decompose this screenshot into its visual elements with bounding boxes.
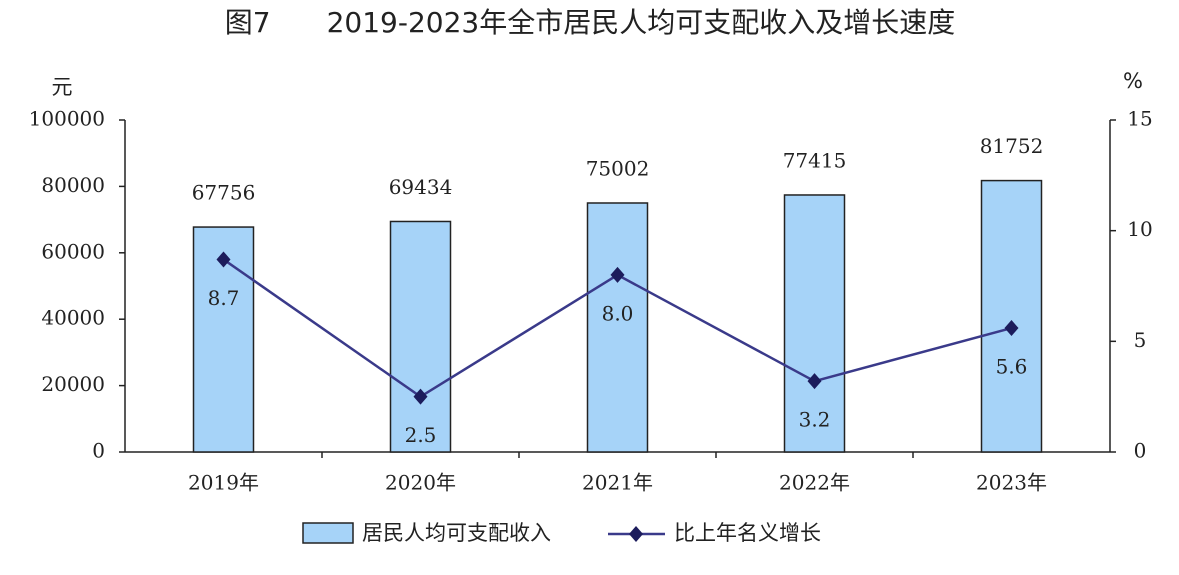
y-tick-label: 40000 [41,306,105,330]
legend-label: 比上年名义增长 [674,521,821,545]
line-marker [413,388,428,405]
y-tick-label: 20000 [41,372,105,396]
y-axis-unit: 元 [52,75,73,99]
line-value-label: 3.2 [799,408,831,432]
chart-title: 图7 2019-2023年全市居民人均可支配收入及增长速度 [225,6,955,39]
y2-tick-label: 10 [1127,217,1152,241]
y2-tick-label: 15 [1127,107,1152,131]
line-marker [216,251,231,268]
line-marker [807,373,822,390]
legend-label: 居民人均可支配收入 [362,521,551,545]
legend-swatch [629,526,643,542]
line-value-label: 8.7 [208,286,240,310]
bar-value-label: 81752 [980,134,1044,158]
bar [980,179,1043,453]
legend-swatch [302,522,354,544]
bar-value-label: 77415 [783,148,847,172]
bar [586,202,649,453]
x-tick-label: 2023年 [976,471,1047,495]
bar [783,194,846,453]
line-value-label: 2.5 [405,423,437,447]
y-tick-label: 60000 [41,239,105,263]
line-value-label: 5.6 [996,355,1028,379]
bar [389,220,452,453]
line-marker [610,266,625,283]
bar-value-label: 67756 [192,181,256,205]
bar-value-label: 75002 [586,156,650,180]
x-tick-label: 2020年 [385,471,456,495]
line-value-label: 8.0 [602,301,634,325]
bar-value-label: 69434 [389,175,453,199]
y2-tick-label: 5 [1134,328,1147,352]
x-tick-label: 2021年 [582,471,653,495]
y2-tick-label: 0 [1134,439,1147,463]
y2-axis-unit: % [1123,69,1143,93]
line-marker [1004,320,1019,337]
y-tick-label: 80000 [41,173,105,197]
y-tick-label: 0 [92,439,105,463]
x-tick-label: 2019年 [188,471,259,495]
x-tick-label: 2022年 [779,471,850,495]
y-tick-label: 100000 [29,107,105,131]
